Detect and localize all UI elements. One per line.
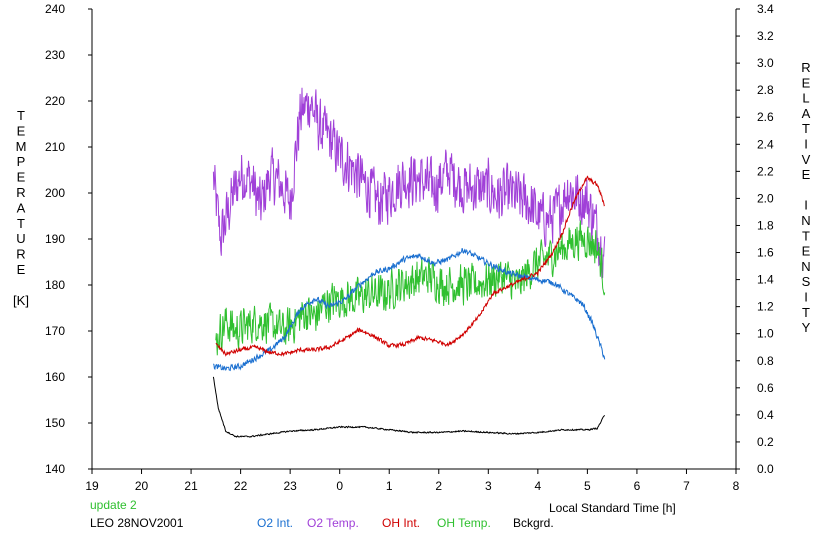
y-right-tick-label: 0.8: [757, 354, 774, 368]
y-right-label-char: E: [802, 167, 811, 182]
y-right-tick-label: 1.8: [757, 218, 774, 232]
y-right-label-char: L: [802, 91, 809, 106]
y-left-label-char: U: [16, 231, 25, 246]
y-left-tick-label: 210: [45, 140, 65, 154]
y-left-tick-label: 200: [45, 186, 65, 200]
axes: [88, 8, 740, 474]
x-tick-label: 2: [435, 479, 442, 493]
x-tick-label: 21: [184, 479, 198, 493]
y-right-tick-label: 2.2: [757, 164, 774, 178]
y-left-label-char: T: [17, 216, 25, 231]
y-left-label-char: T: [17, 108, 25, 123]
x-tick-label: 3: [485, 479, 492, 493]
y-right-tick-label: 1.4: [757, 273, 774, 287]
series-oh-temp: [215, 220, 606, 356]
y-right-tick-label: 0.6: [757, 381, 774, 395]
series-o2-int: [212, 248, 606, 372]
y-right-tick-label: 3.0: [757, 56, 774, 70]
legend-oh-int: OH Int.: [382, 516, 421, 530]
y-right-tick-label: 2.0: [757, 191, 774, 205]
y-right-label-char: I: [804, 137, 808, 152]
y-right-label-char: T: [802, 228, 810, 243]
y-right-label-char: R: [801, 60, 810, 75]
y-right-label-char: E: [802, 244, 811, 259]
y-right-tick-label: 2.4: [757, 137, 774, 151]
y-left-tick-label: 140: [45, 462, 65, 476]
y-left-tick-label: 230: [45, 48, 65, 62]
y-left-tick-label: 190: [45, 232, 65, 246]
y-right-label-char: A: [802, 106, 811, 121]
y-left-tick-label: 160: [45, 370, 65, 384]
y-right-tick-label: 2.8: [757, 83, 774, 97]
legend-bckgrd: Bckgrd.: [513, 516, 554, 530]
y-left-tick-label: 180: [45, 278, 65, 292]
series-bckgrd: [212, 376, 606, 438]
y-right-label-char: T: [802, 121, 810, 136]
y-right-tick-label: 1.6: [757, 246, 774, 260]
x-tick-label: 1: [386, 479, 393, 493]
y-left-label-char: R: [16, 247, 25, 262]
y-right-tick-label: 0.2: [757, 435, 774, 449]
series-oh-int: [215, 175, 605, 357]
y-left-label-char: P: [17, 154, 26, 169]
update-label: update 2: [90, 498, 137, 512]
x-tick-label: 20: [135, 479, 149, 493]
x-tick-label: 22: [234, 479, 248, 493]
tick-labels: 19 20 21 22 23 0 1 2 3 4 5 6 7 8140150160170180190200…: [45, 2, 774, 493]
legend-o2-int: O2 Int.: [257, 516, 294, 530]
x-axis-label: Local Standard Time [h]: [549, 501, 676, 515]
y-right-label-char: E: [802, 75, 811, 90]
y-right-tick-label: 3.2: [757, 29, 774, 43]
y-right-label-char: I: [804, 198, 808, 213]
y-right-tick-label: 0.0: [757, 462, 774, 476]
x-tick-label: 7: [683, 479, 690, 493]
y-right-tick-label: 1.2: [757, 300, 774, 314]
station-date-label: LEO 28NOV2001: [90, 516, 184, 530]
y-right-tick-label: 2.6: [757, 110, 774, 124]
y-left-tick-label: 170: [45, 324, 65, 338]
y-left-label-char: E: [17, 262, 26, 277]
x-tick-label: 19: [85, 479, 99, 493]
y-right-label-char: I: [804, 290, 808, 305]
y-left-tick-label: 220: [45, 94, 65, 108]
y-right-label-char: V: [802, 152, 811, 167]
x-tick-label: 5: [584, 479, 591, 493]
y-left-tick-label: 240: [45, 2, 65, 16]
y-left-label-char: E: [17, 123, 26, 138]
y-right-tick-label: 1.0: [757, 327, 774, 341]
y-right-label-char: N: [801, 259, 810, 274]
y-left-label-char: M: [16, 139, 27, 154]
x-tick-label: 8: [733, 479, 740, 493]
y-left-label-char: [K]: [13, 293, 29, 308]
series-o2-temp: [212, 87, 606, 279]
legend-oh-temp: OH Temp.: [437, 516, 491, 530]
y-left-label-char: E: [17, 170, 26, 185]
x-tick-label: 4: [535, 479, 542, 493]
y-left-tick-label: 150: [45, 416, 65, 430]
series-layer: [212, 87, 606, 438]
y-right-label-char: Y: [802, 320, 811, 335]
y-right-label-char: N: [801, 213, 810, 228]
y-right-label-char: S: [802, 274, 811, 289]
x-tick-label: 0: [336, 479, 343, 493]
y-right-tick-label: 0.4: [757, 408, 774, 422]
x-tick-label: 23: [283, 479, 297, 493]
y-right-label-char: T: [802, 305, 810, 320]
y-left-label-char: A: [17, 200, 26, 215]
y-left-label-char: R: [16, 185, 25, 200]
y-right-tick-label: 3.4: [757, 2, 774, 16]
legend-o2-temp: O2 Temp.: [307, 516, 359, 530]
x-tick-label: 6: [634, 479, 641, 493]
